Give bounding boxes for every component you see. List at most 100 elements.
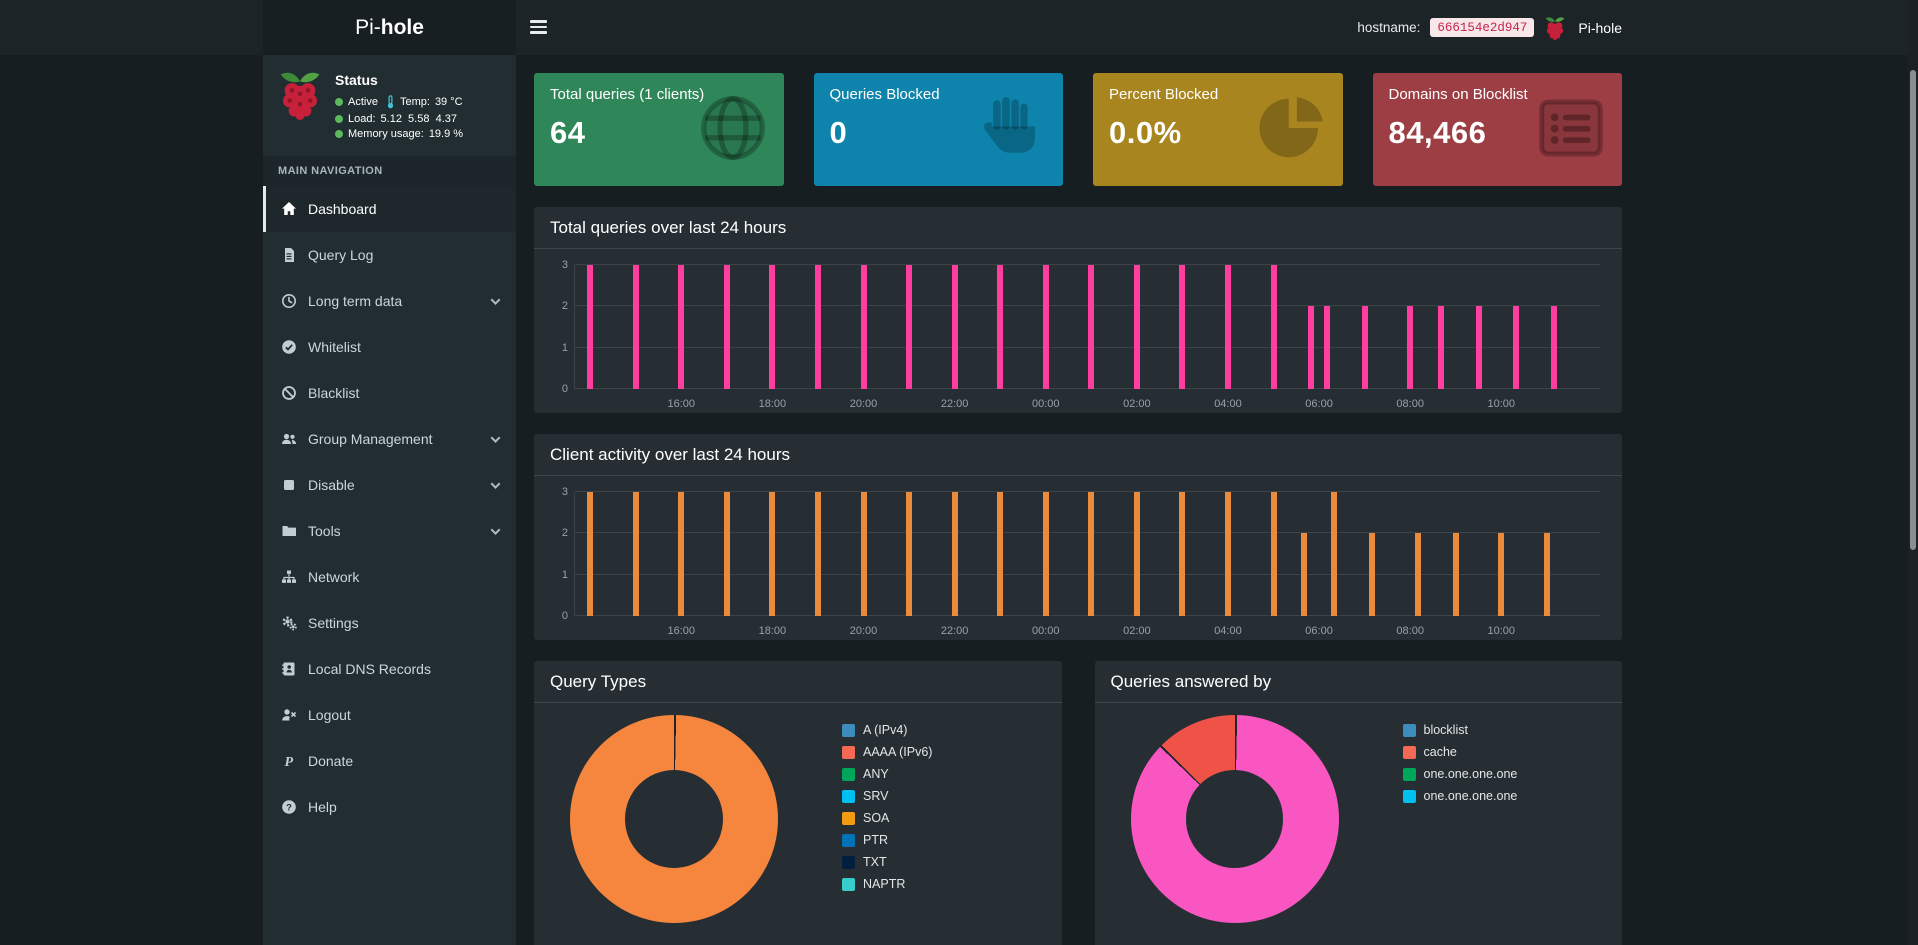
card-domains-blocklist: Domains on Blocklist 84,466 xyxy=(1372,73,1622,186)
legend-label: cache xyxy=(1423,745,1457,759)
status-memory-line: Memory usage: 19.9 % xyxy=(335,128,463,140)
legend-item[interactable]: cache xyxy=(1402,741,1518,763)
sidebar-item-network[interactable]: Network xyxy=(263,554,516,600)
bar xyxy=(1452,533,1459,616)
home-icon xyxy=(280,201,297,217)
bar xyxy=(723,265,730,389)
bar xyxy=(1088,492,1095,616)
scrollbar-thumb[interactable] xyxy=(1910,70,1916,550)
scrollbar xyxy=(1908,0,1918,945)
network-icon xyxy=(280,569,297,585)
legend-label: one.one.one.one xyxy=(1423,767,1518,781)
gridline xyxy=(575,615,1600,616)
query-types-donut xyxy=(570,715,778,923)
y-tick-label: 2 xyxy=(561,300,568,313)
sidebar-item-group-management[interactable]: Group Management xyxy=(263,416,516,462)
bar xyxy=(997,492,1004,616)
x-tick-label: 04:00 xyxy=(1214,398,1242,410)
card-title: Domains on Blocklist xyxy=(1388,86,1528,103)
status-dot-icon xyxy=(335,114,343,123)
bar xyxy=(1179,265,1186,389)
bar xyxy=(1323,306,1330,389)
bar xyxy=(860,265,867,389)
y-tick-label: 3 xyxy=(561,486,568,498)
bar xyxy=(678,265,685,389)
sidebar-item-disable[interactable]: Disable xyxy=(263,462,516,508)
card-title: Total queries (1 clients) xyxy=(550,86,705,103)
sidebar-item-donate[interactable]: P Donate xyxy=(263,738,516,784)
sidebar-item-tools[interactable]: Tools xyxy=(263,508,516,554)
bar xyxy=(678,492,685,616)
gridline xyxy=(575,491,1600,492)
address-book-icon xyxy=(280,661,297,677)
gridline xyxy=(575,264,1600,265)
legend-item[interactable]: blocklist xyxy=(1402,719,1518,741)
bar xyxy=(814,492,821,616)
card-value: 0.0% xyxy=(1109,115,1182,150)
check-circle-icon xyxy=(280,339,297,355)
card-total-queries: Total queries (1 clients) 64 xyxy=(534,73,784,186)
chevron-down-icon xyxy=(490,524,501,535)
sidebar-item-blacklist[interactable]: Blacklist xyxy=(263,370,516,416)
bar xyxy=(951,265,958,389)
legend-item[interactable]: ANY xyxy=(842,763,932,785)
legend-item[interactable]: one.one.one.one xyxy=(1402,785,1517,807)
legend-swatch-icon xyxy=(842,877,855,891)
query-types-chart: A (IPv4) AAAA (IPv6) ANY SRV SOA PTR TXT NAPTR xyxy=(534,703,1062,945)
gridline xyxy=(575,388,1600,389)
bar xyxy=(1551,306,1558,389)
brand-logo[interactable]: Pi-hole xyxy=(263,0,516,55)
sidebar: Status Active Temp: 39 °C Load: 5.12 5.5… xyxy=(263,55,516,945)
bar xyxy=(769,492,776,616)
card-title: Percent Blocked xyxy=(1109,86,1219,103)
panel-title: Total queries over last 24 hours xyxy=(550,218,787,237)
legend-item[interactable]: SRV xyxy=(842,785,932,807)
bar xyxy=(1331,492,1338,616)
legend-item[interactable]: A (IPv4) xyxy=(842,719,932,741)
legend-item[interactable]: SOA xyxy=(842,807,932,829)
svg-text:P: P xyxy=(284,755,293,769)
sidebar-item-label: Help xyxy=(308,798,337,815)
sidebar-toggle-button[interactable] xyxy=(530,17,552,37)
ban-icon xyxy=(280,385,297,401)
bar-chart-plot: 0 1 2 3 16:00 18:00 20:00 22:00 00:00 02:00 04:00 0… xyxy=(562,486,1600,637)
bar xyxy=(1133,265,1140,389)
bar xyxy=(1042,492,1049,616)
x-tick-label: 00:00 xyxy=(1031,398,1060,410)
temp-label: Temp: xyxy=(399,96,430,108)
sidebar-item-dashboard[interactable]: Dashboard xyxy=(263,185,516,232)
card-value: 0 xyxy=(829,115,848,150)
legend-swatch-icon xyxy=(842,789,855,803)
status-active-line: Active Temp: 39 °C xyxy=(335,95,463,109)
bar xyxy=(814,265,821,389)
legend-swatch-icon xyxy=(842,833,855,847)
users-icon xyxy=(280,431,297,447)
sidebar-item-settings[interactable]: Settings xyxy=(263,600,516,646)
card-value: 64 xyxy=(550,115,586,150)
sidebar-item-label: Settings xyxy=(308,614,359,631)
sidebar-item-long-term-data[interactable]: Long term data xyxy=(263,278,516,324)
x-tick-label: 00:00 xyxy=(1031,625,1060,637)
sidebar-item-local-dns-records[interactable]: Local DNS Records xyxy=(263,646,516,692)
x-tick-label: 20:00 xyxy=(849,398,878,410)
legend-item[interactable]: TXT xyxy=(842,851,932,873)
status-dot-icon xyxy=(335,98,343,106)
legend-label: SOA xyxy=(863,811,890,825)
sidebar-item-logout[interactable]: Logout xyxy=(263,692,516,738)
bar xyxy=(1270,492,1277,616)
total-queries-chart: 0 1 2 3 16:00 18:00 20:00 22:00 00:00 02:00 04:00 0… xyxy=(548,259,1608,413)
legend-item[interactable]: PTR xyxy=(842,829,932,851)
legend-item[interactable]: one.one.one.one xyxy=(1402,763,1518,785)
chevron-down-icon xyxy=(490,294,501,305)
legend-item[interactable]: NAPTR xyxy=(842,873,932,895)
panel-queries-answered: Queries answered by blocklist cache one.on… xyxy=(1094,661,1622,945)
temp-value: 39 °C xyxy=(434,96,463,108)
bar-chart-plot: 0 1 2 3 16:00 18:00 20:00 22:00 00:00 02:00 04:00 0… xyxy=(562,259,1600,410)
legend-swatch-icon xyxy=(842,855,855,869)
sidebar-item-help[interactable]: ? Help xyxy=(263,784,516,830)
legend-item[interactable]: AAAA (IPv6) xyxy=(842,741,932,763)
sidebar-item-query-log[interactable]: Query Log xyxy=(263,232,516,278)
folder-icon xyxy=(280,523,297,539)
chevron-down-icon xyxy=(490,432,501,443)
sidebar-item-whitelist[interactable]: Whitelist xyxy=(263,324,516,370)
